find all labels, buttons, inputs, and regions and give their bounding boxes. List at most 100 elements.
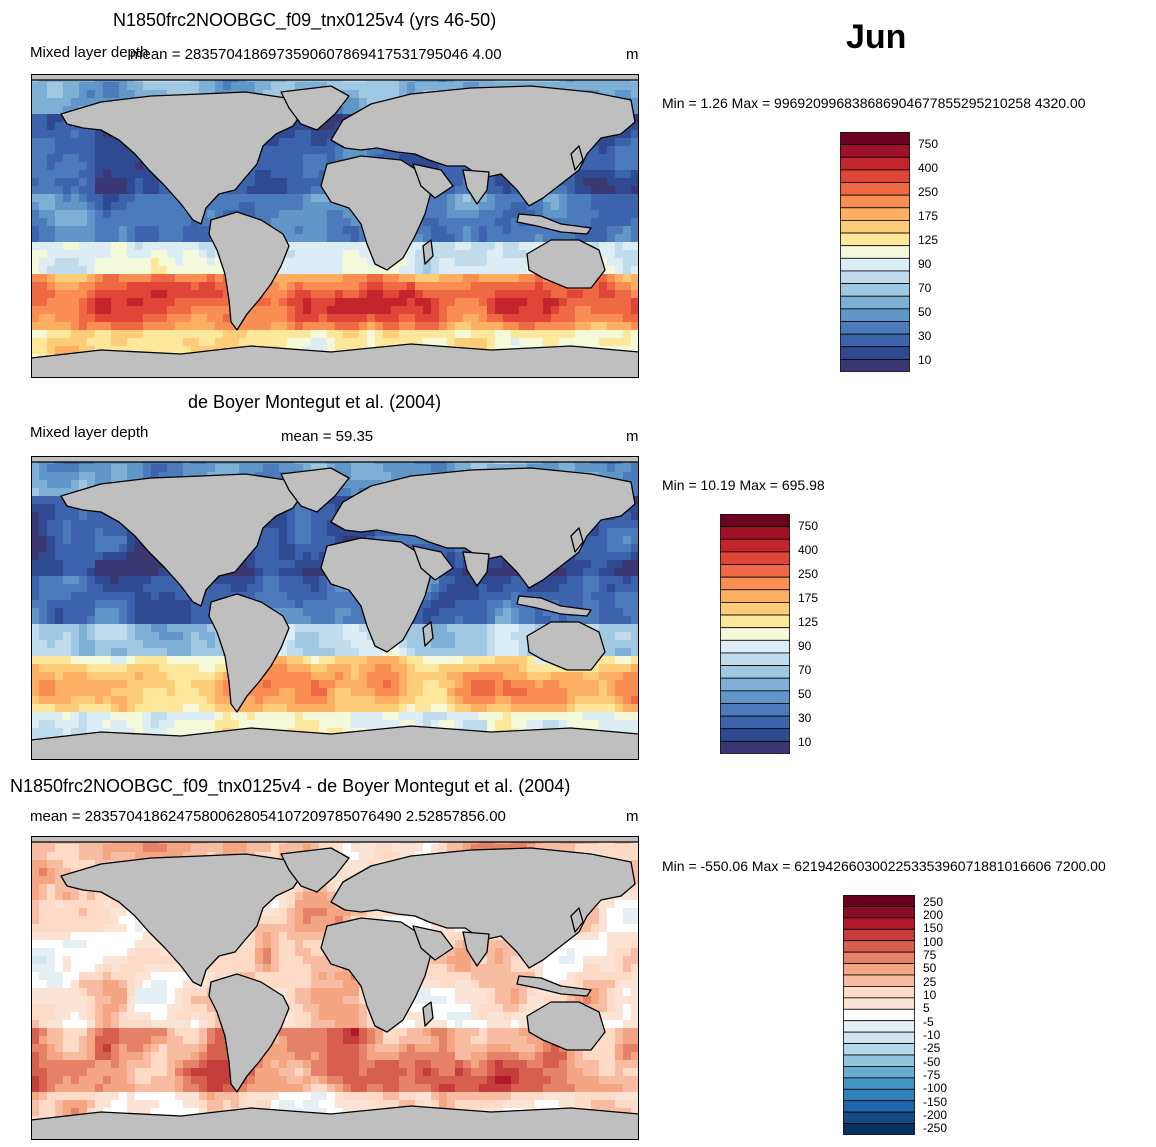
- panel2-ocean-cell: [439, 656, 448, 665]
- panel1-ocean-cell: [191, 290, 200, 299]
- panel2-ocean-cell: [367, 480, 376, 489]
- panel1-ocean-cell: [607, 306, 616, 315]
- panel1-ocean-cell: [383, 298, 392, 307]
- panel2-ocean-cell: [415, 648, 424, 657]
- panel1-ocean-cell: [127, 218, 136, 227]
- panel1-ocean-cell: [471, 258, 480, 267]
- panel1-ocean-cell: [527, 242, 536, 251]
- panel1-ocean-cell: [463, 258, 472, 267]
- panel1-ocean-cell: [47, 202, 56, 211]
- panel2-ocean-cell: [79, 464, 88, 473]
- panel1-ocean-cell: [215, 210, 224, 219]
- panel2-ocean-cell: [295, 616, 304, 625]
- panel1-ocean-cell: [183, 234, 192, 243]
- panel1-ocean-cell: [599, 82, 608, 91]
- panel1-ocean-cell: [431, 202, 440, 211]
- panel2-ocean-cell: [463, 624, 472, 633]
- panel1-ocean-cell: [503, 234, 512, 243]
- panel2-ocean-cell: [295, 504, 304, 513]
- panel1-ocean-cell: [479, 210, 488, 219]
- panel2-ocean-cell: [375, 528, 384, 537]
- panel2-ocean-cell: [103, 616, 112, 625]
- panel1-ocean-cell: [623, 138, 632, 147]
- panel1-ocean-cell: [127, 298, 136, 307]
- panel1-ocean-cell: [135, 90, 144, 99]
- panel2-ocean-cell: [607, 648, 616, 657]
- panel1-ocean-cell: [295, 210, 304, 219]
- panel2-ocean-cell: [271, 656, 280, 665]
- panel2-ocean-cell: [159, 608, 168, 617]
- panel2-ocean-cell: [287, 560, 296, 569]
- panel1-ocean-cell: [215, 274, 224, 283]
- panel1-ocean-cell: [487, 298, 496, 307]
- panel1-ocean-cell: [471, 266, 480, 275]
- panel1-ocean-cell: [439, 330, 448, 339]
- panel1-ocean-cell: [431, 226, 440, 235]
- panel1-ocean-cell: [255, 186, 264, 195]
- panel1-ocean-cell: [271, 162, 280, 171]
- panel1-ocean-cell: [391, 282, 400, 291]
- panel1-ocean-cell: [159, 82, 168, 91]
- panel2-ocean-cell: [47, 552, 56, 561]
- panel1-ocean-cell: [455, 314, 464, 323]
- panel2-ocean-cell: [79, 576, 88, 585]
- panel1-ocean-cell: [423, 306, 432, 315]
- panel1-ocean-cell: [71, 194, 80, 203]
- panel2-ocean-cell: [375, 656, 384, 665]
- panel1-ocean-cell: [31, 258, 40, 267]
- panel2-ocean-cell: [327, 512, 336, 521]
- panel1-ocean-cell: [415, 154, 424, 163]
- panel1-ocean-cell: [39, 162, 48, 171]
- panel1-ocean-cell: [567, 330, 576, 339]
- panel1-ocean-cell: [351, 250, 360, 259]
- panel2-ocean-cell: [583, 552, 592, 561]
- panel1-ocean-cell: [591, 314, 600, 323]
- panel1-ocean-cell: [159, 210, 168, 219]
- panel2-ocean-cell: [39, 504, 48, 513]
- panel2-ocean-cell: [303, 608, 312, 617]
- panel1-ocean-cell: [295, 178, 304, 187]
- panel1-ocean-cell: [623, 298, 632, 307]
- panel2-ocean-cell: [455, 640, 464, 649]
- panel2-ocean-cell: [111, 520, 120, 529]
- panel1-ocean-cell: [279, 138, 288, 147]
- panel1-ocean-cell: [175, 338, 184, 347]
- panel1-ocean-cell: [255, 82, 264, 91]
- panel1-ocean-cell: [207, 314, 216, 323]
- panel2-ocean-cell: [167, 616, 176, 625]
- panel1-ocean-cell: [399, 274, 408, 283]
- panel1-ocean-cell: [287, 242, 296, 251]
- panel1-ocean-cell: [615, 90, 624, 99]
- panel1-ocean-cell: [599, 338, 608, 347]
- panel2-ocean-cell: [119, 608, 128, 617]
- panel1-ocean-cell: [415, 338, 424, 347]
- panel2-ocean-cell: [351, 600, 360, 609]
- panel1-ocean-cell: [631, 186, 639, 195]
- panel2-ocean-cell: [39, 512, 48, 521]
- panel1-ocean-cell: [511, 210, 520, 219]
- panel1-ocean-cell: [519, 322, 528, 331]
- panel1-ocean-cell: [407, 322, 416, 331]
- panel1-ocean-cell: [103, 138, 112, 147]
- panel1-ocean-cell: [559, 82, 568, 91]
- panel1-ocean-cell: [167, 330, 176, 339]
- panel2-ocean-cell: [455, 592, 464, 601]
- panel1-ocean-cell: [567, 306, 576, 315]
- panel1-ocean-cell: [367, 146, 376, 155]
- panel1-ocean-cell: [295, 242, 304, 251]
- panel1-ocean-cell: [511, 250, 520, 259]
- panel1-indonesia: [516, 213, 592, 235]
- panel1-ocean-cell: [343, 282, 352, 291]
- panel1-greenland: [280, 85, 350, 131]
- panel2-ocean-cell: [551, 464, 560, 473]
- panel2-ocean-cell: [255, 576, 264, 585]
- panel2-ocean-cell: [151, 632, 160, 641]
- panel1-ocean-cell: [63, 210, 72, 219]
- panel1-ocean-cell: [263, 338, 272, 347]
- panel2-ocean-cell: [279, 584, 288, 593]
- panel2-ocean-cell: [183, 648, 192, 657]
- panel1-ocean-cell: [175, 330, 184, 339]
- panel1-ocean-cell: [167, 202, 176, 211]
- panel1-ocean-cell: [143, 178, 152, 187]
- panel1-ocean-cell: [311, 186, 320, 195]
